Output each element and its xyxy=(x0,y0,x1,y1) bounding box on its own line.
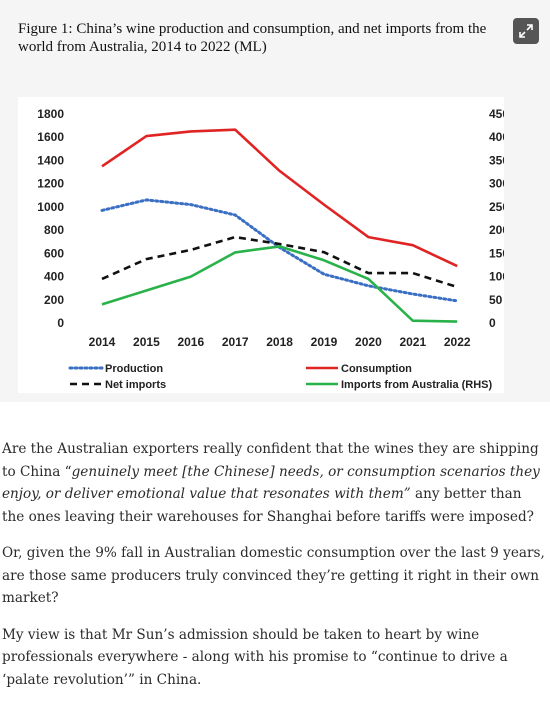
y-right-tick-label: 400 xyxy=(489,130,504,144)
x-tick-label: 2018 xyxy=(266,335,293,349)
article-paragraph-3: My view is that Mr Sun’s admission shoul… xyxy=(2,626,508,688)
legend-label: Imports from Australia (RHS) xyxy=(341,379,493,391)
legend-label: Production xyxy=(105,363,163,375)
y-right-tick-label: 300 xyxy=(489,177,504,191)
figure-title: Figure 1: China’s wine production and co… xyxy=(18,21,487,55)
y-left-tick-label: 1600 xyxy=(37,130,64,144)
y-right-tick-label: 450 xyxy=(489,107,504,121)
y-left-tick-label: 1800 xyxy=(37,107,64,121)
paragraph-1-end: any better than the ones leaving their w… xyxy=(2,486,534,525)
line-chart: 0 200 400 600 800 1000 1200 1400 1600 1800 0 50 100 1… xyxy=(37,107,509,391)
series-line-consumption xyxy=(101,128,458,268)
article-paragraph-1: Are the Australian exporters really conf… xyxy=(2,438,548,528)
paragraph-1-lead: Are the Australian exporters really conf… xyxy=(2,441,539,480)
x-tick-label: 2021 xyxy=(399,335,426,349)
quoted-text: genuinely meet [the Chinese] needs, or c… xyxy=(2,463,540,503)
y-left-tick-label: 1400 xyxy=(37,153,64,167)
y-left-tick-label: 1000 xyxy=(37,200,64,214)
y-right-tick-label: 250 xyxy=(489,200,504,214)
figure-container: Figure 1: China’s wine production and co… xyxy=(18,18,539,393)
y-left-tick-label: 0 xyxy=(57,316,64,330)
y-right-tick-label: 350 xyxy=(489,153,504,167)
y-right-tick-label: 100 xyxy=(489,270,504,284)
y-left-tick-label: 600 xyxy=(44,246,64,260)
y-left-tick-label: 800 xyxy=(44,223,64,237)
y-left-tick-label: 400 xyxy=(44,270,64,284)
x-tick-label: 2017 xyxy=(222,335,249,349)
x-tick-label: 2014 xyxy=(89,335,116,349)
x-tick-label: 2020 xyxy=(355,335,382,349)
y-left-tick-label: 200 xyxy=(44,293,64,307)
article-body: Are the Australian exporters really conf… xyxy=(2,438,548,705)
y-right-tick-label: 200 xyxy=(489,223,504,237)
series-line-production xyxy=(100,198,459,303)
series-line-imports-from-australia-rhs xyxy=(101,245,458,323)
series-line-net-imports xyxy=(101,235,458,289)
x-tick-label: 2019 xyxy=(311,335,338,349)
y-right-tick-label: 150 xyxy=(489,246,504,260)
legend-label: Consumption xyxy=(341,363,412,375)
article-paragraph-2: Or, given the 9% fall in Australian dome… xyxy=(2,545,545,606)
y-right-tick-label: 0 xyxy=(489,316,496,330)
y-right-tick-label: 50 xyxy=(489,293,503,307)
expand-icon xyxy=(519,24,533,38)
x-tick-label: 2022 xyxy=(444,335,471,349)
legend-label: Net imports xyxy=(105,379,166,391)
x-tick-label: 2015 xyxy=(133,335,160,349)
chart-panel: 0 200 400 600 800 1000 1200 1400 1600 1800 0 50 100 1… xyxy=(18,97,509,393)
expand-image-button[interactable] xyxy=(513,18,539,44)
x-tick-label: 2016 xyxy=(177,335,204,349)
y-left-tick-label: 1200 xyxy=(37,177,64,191)
